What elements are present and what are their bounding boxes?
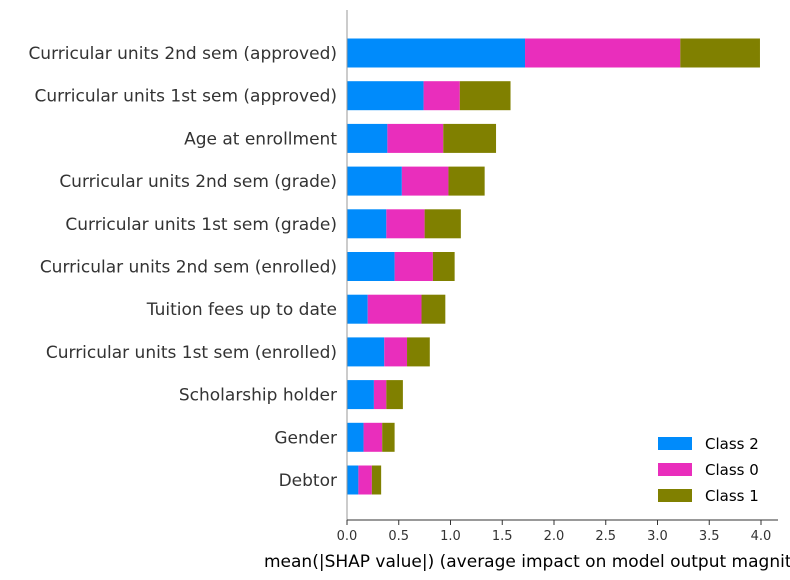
category-label: Curricular units 2nd sem (approved) xyxy=(28,44,337,64)
category-label: Curricular units 2nd sem (grade) xyxy=(59,172,337,192)
bar-segment-3-row-2 xyxy=(459,81,511,111)
x-tick-label: 1.5 xyxy=(492,529,513,544)
x-tick-label: 0.5 xyxy=(388,529,409,544)
bar-segment-2-row-11 xyxy=(358,465,372,495)
bar-segment-2-row-5 xyxy=(386,209,425,239)
bar-segment-2-row-7 xyxy=(367,294,422,324)
x-tick-label: 1.0 xyxy=(440,529,461,544)
legend-swatch xyxy=(658,463,692,476)
bar-segment-3-row-11 xyxy=(371,465,382,495)
bar-segment-2-row-2 xyxy=(423,81,460,111)
bar-segment-3-row-3 xyxy=(443,123,497,153)
category-label: Curricular units 1st sem (grade) xyxy=(65,215,337,235)
legend-swatch xyxy=(658,489,692,502)
bar-segment-1-row-8 xyxy=(347,337,385,367)
x-tick-label: 2.0 xyxy=(544,529,565,544)
bar-segment-3-row-5 xyxy=(424,209,461,239)
bar-segment-3-row-7 xyxy=(421,294,446,324)
bar-segment-3-row-4 xyxy=(448,166,485,196)
bar-segment-2-row-3 xyxy=(387,123,444,153)
legend-swatch xyxy=(658,437,692,450)
bar-segment-2-row-8 xyxy=(384,337,408,367)
category-label: Tuition fees up to date xyxy=(146,300,337,320)
bar-segment-2-row-6 xyxy=(394,252,433,281)
category-label: Age at enrollment xyxy=(184,129,337,149)
bar-segment-2-row-10 xyxy=(363,422,383,452)
bars-group xyxy=(347,38,760,495)
x-tick-label: 3.5 xyxy=(699,529,720,544)
bar-segment-1-row-6 xyxy=(347,252,395,281)
category-label: Curricular units 1st sem (approved) xyxy=(34,87,337,107)
bar-segment-3-row-1 xyxy=(680,38,760,68)
bar-segment-1-row-1 xyxy=(347,38,526,68)
bar-segment-3-row-9 xyxy=(386,380,403,410)
bar-segment-1-row-3 xyxy=(347,123,388,153)
bar-segment-2-row-4 xyxy=(401,166,449,196)
bar-segment-1-row-11 xyxy=(347,465,359,495)
x-tick-label: 3.0 xyxy=(647,529,668,544)
bar-segment-2-row-9 xyxy=(373,380,387,410)
bar-segment-3-row-6 xyxy=(432,252,455,281)
x-tick-label: 2.5 xyxy=(595,529,616,544)
category-label: Gender xyxy=(274,428,337,448)
bar-segment-2-row-1 xyxy=(525,38,681,68)
category-label: Curricular units 1st sem (enrolled) xyxy=(46,343,337,363)
bar-segment-3-row-8 xyxy=(407,337,430,367)
category-label: Scholarship holder xyxy=(179,386,337,406)
x-tick-label: 0.0 xyxy=(337,529,358,544)
x-tick-label: 4.0 xyxy=(751,529,772,544)
bar-segment-1-row-10 xyxy=(347,422,364,452)
legend-label: Class 2 xyxy=(705,435,759,453)
category-labels: Curricular units 2nd sem (approved) Curri… xyxy=(28,44,337,491)
bar-segment-1-row-7 xyxy=(347,294,368,324)
category-label: Curricular units 2nd sem (enrolled) xyxy=(40,258,337,278)
legend-label: Class 0 xyxy=(705,461,759,479)
bar-segment-1-row-2 xyxy=(347,81,424,111)
bar-segment-1-row-5 xyxy=(347,209,387,239)
x-ticks: 0.0 0.5 1.0 1.5 2.0 2.5 3.0 3.5 4.0 xyxy=(337,520,772,544)
category-label: Debtor xyxy=(279,471,337,491)
bar-segment-3-row-10 xyxy=(382,422,395,452)
legend: Class 2 Class 0 Class 1 xyxy=(658,435,759,505)
legend-label: Class 1 xyxy=(705,487,759,505)
x-axis-title: mean(|SHAP value|) (average impact on mo… xyxy=(264,552,790,572)
bar-segment-1-row-9 xyxy=(347,380,374,410)
bar-segment-1-row-4 xyxy=(347,166,402,196)
